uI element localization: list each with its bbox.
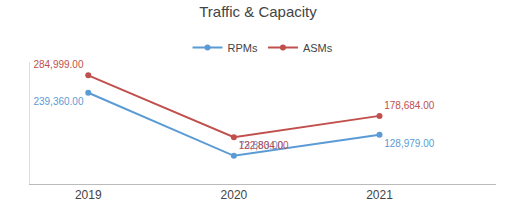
svg-text:122,804.00: 122,804.00 <box>239 140 289 151</box>
svg-text:Traffic & Capacity: Traffic & Capacity <box>199 3 317 20</box>
svg-text:73,883.00: 73,883.00 <box>239 140 284 151</box>
svg-text:284,999.00: 284,999.00 <box>33 59 83 70</box>
svg-text:178,684.00: 178,684.00 <box>384 100 434 111</box>
svg-text:239,360.00: 239,360.00 <box>33 96 83 107</box>
svg-text:2021: 2021 <box>366 188 393 202</box>
svg-text:128,979.00: 128,979.00 <box>384 138 434 149</box>
svg-text:ASMs: ASMs <box>303 42 333 54</box>
svg-text:2020: 2020 <box>221 188 248 202</box>
svg-text:RPMs: RPMs <box>228 42 258 54</box>
svg-text:2019: 2019 <box>75 188 102 202</box>
